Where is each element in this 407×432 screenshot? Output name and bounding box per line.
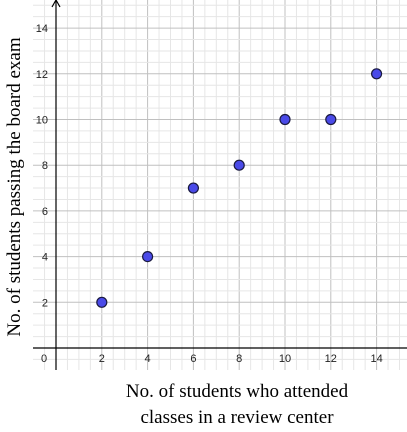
x-tick-label: 10 [279, 353, 291, 365]
data-points [96, 68, 383, 308]
data-point [96, 296, 108, 308]
grid [33, 0, 407, 370]
y-axis-label: No. of students passing the board exam [4, 37, 25, 336]
data-point [187, 182, 199, 194]
y-tick-label: 4 [42, 252, 48, 264]
x-tick-label: 12 [325, 353, 337, 365]
data-point [142, 251, 154, 263]
y-tick-label: 12 [36, 69, 48, 81]
y-tick-label: 2 [42, 297, 48, 309]
x-tick-label: 4 [145, 353, 151, 365]
y-tick-label: 8 [42, 160, 48, 172]
y-tick-label: 10 [36, 115, 48, 127]
x-tick-label: 2 [99, 353, 105, 365]
x-axis-label-line-1: No. of students who attended [126, 381, 349, 402]
x-tick-label: 14 [370, 353, 382, 365]
y-tick-label: 14 [36, 23, 48, 35]
axes [33, 0, 407, 370]
y-axis-arrow [51, 0, 61, 8]
data-point [279, 113, 291, 126]
data-point [233, 159, 245, 171]
y-tick-label: 6 [42, 206, 48, 218]
x-tick-label: 0 [41, 353, 47, 365]
data-point [371, 68, 383, 80]
x-tick-label: 6 [190, 353, 196, 365]
data-point [325, 113, 337, 126]
x-axis-label-line-2: classes in a review center [140, 407, 334, 428]
x-tick-label: 8 [236, 353, 242, 365]
y-tick-labels: 2 4 6 8 10 12 14 [36, 23, 48, 309]
x-tick-labels: 0 2 4 6 8 10 12 14 [41, 353, 383, 365]
